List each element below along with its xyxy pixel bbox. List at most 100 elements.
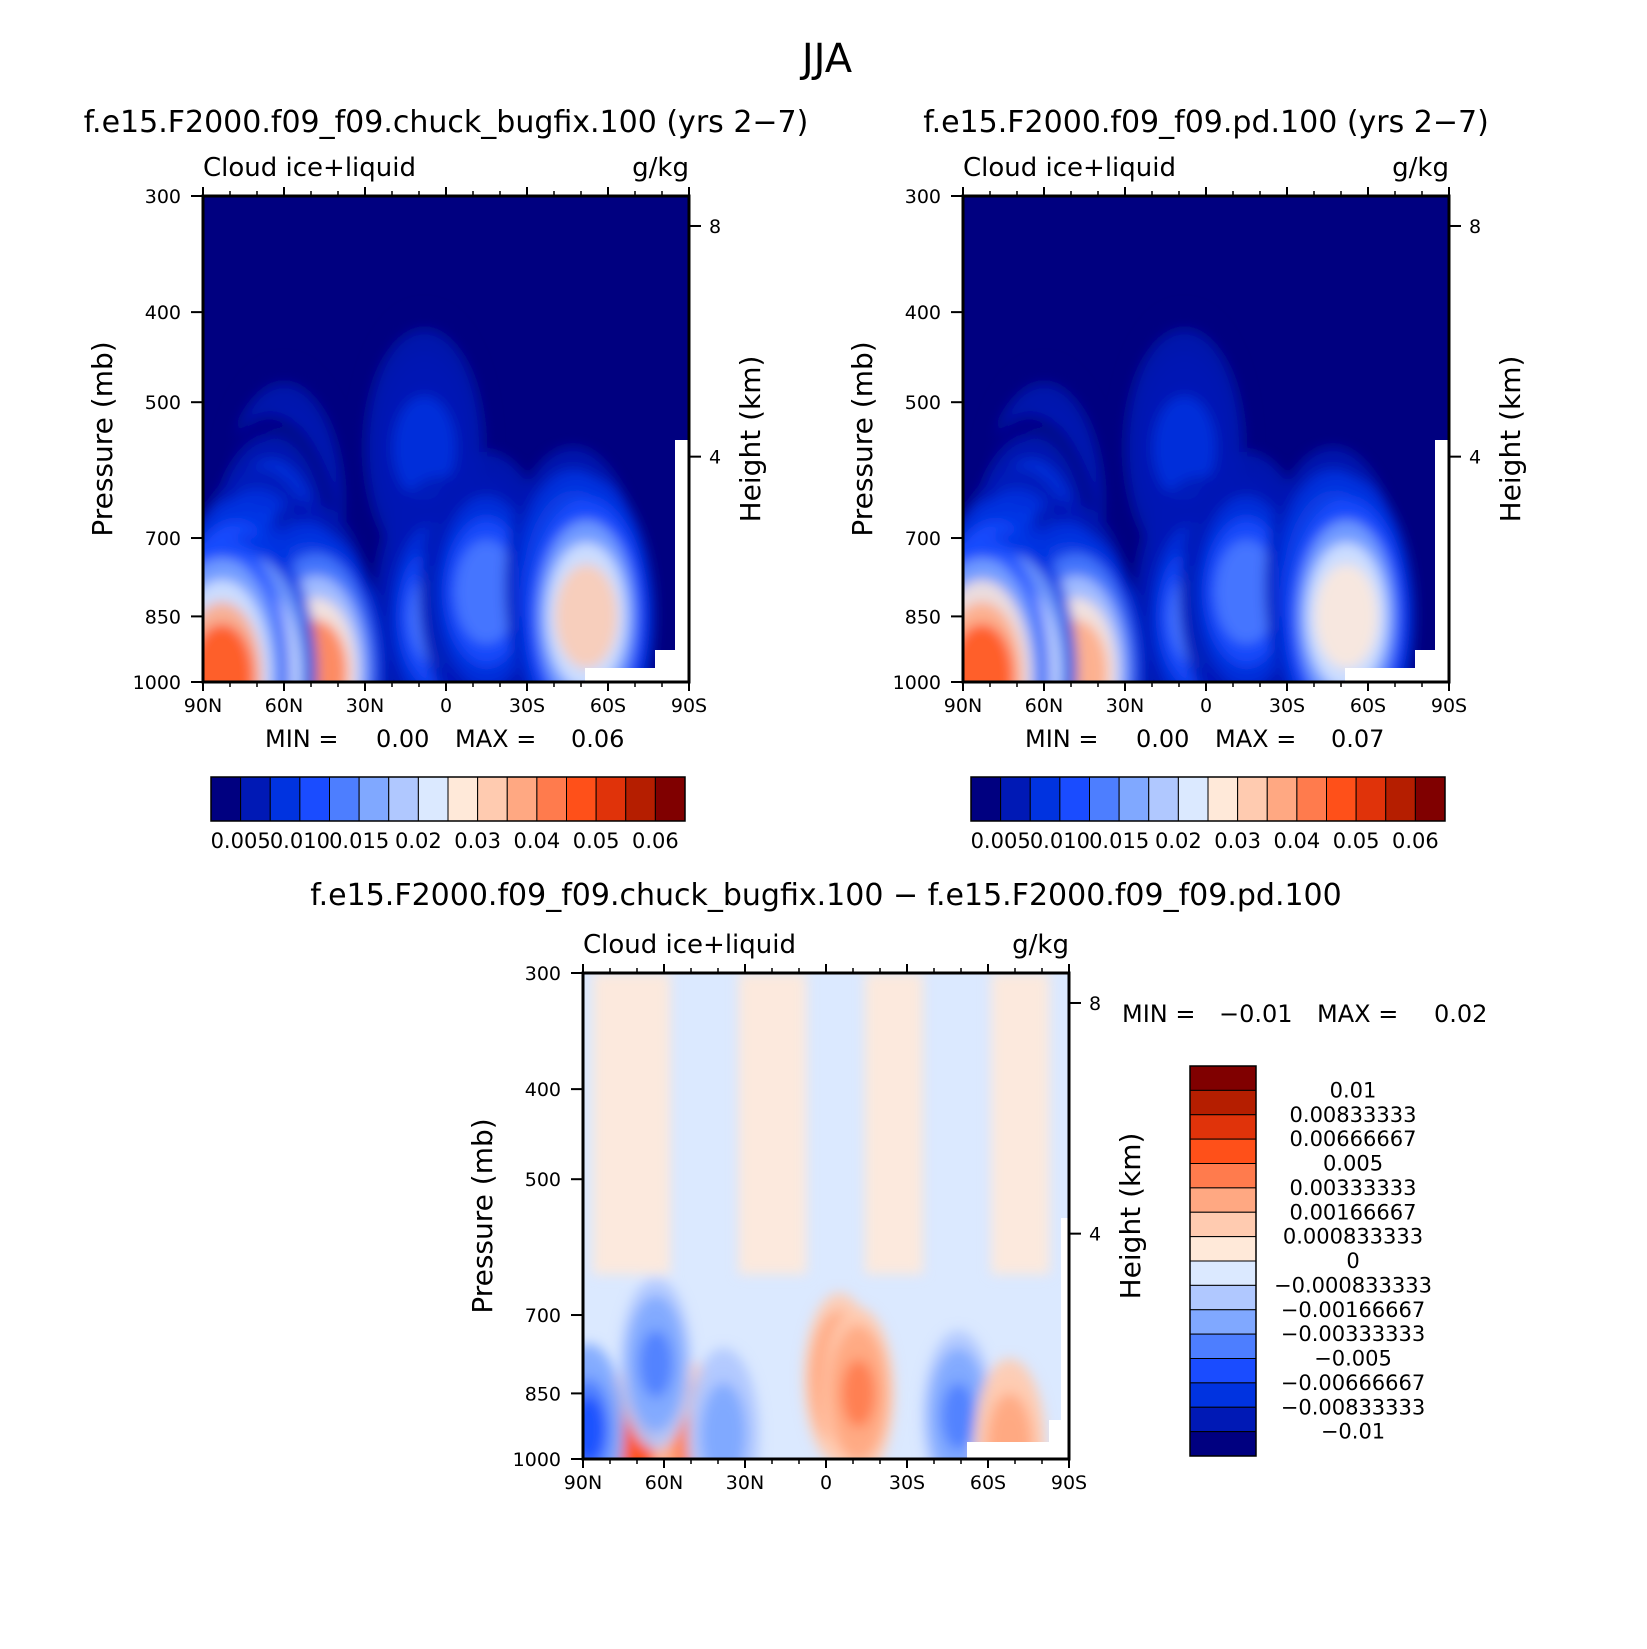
panel-c-colorbar-label: −0.00333333 <box>1281 1322 1426 1346</box>
panel-c-colorbar-swatch <box>1189 1406 1257 1433</box>
panel-c-colorbar-label: 0.00166667 <box>1290 1200 1417 1224</box>
panel-c-ytick-label: 700 <box>525 1305 561 1327</box>
panel-a-xtick-label: 30N <box>346 695 384 717</box>
panel-b-colorbar-swatch <box>970 776 1002 822</box>
panel-c-colorbar-swatch <box>1189 1284 1257 1311</box>
panel-a-colorbar-label: 0.010 <box>270 829 330 853</box>
panel-a-ytick-label: 1000 <box>133 672 181 694</box>
panel-b-ylabel-right: Height (km) <box>1494 356 1527 523</box>
panel-b-colorbar-swatch <box>1355 776 1387 822</box>
panel-c-ytick-label: 400 <box>525 1079 561 1101</box>
panel-a-xtick-label: 60N <box>265 695 303 717</box>
panel-c-contour-4-3 <box>639 1330 673 1398</box>
panel-b-colorbar-label: 0.005 <box>971 829 1031 853</box>
panel-a-colorbar-label: 0.03 <box>454 829 501 853</box>
panel-c-left-label: Cloud ice+liquid <box>583 930 796 960</box>
panel-c-colorbar-label: 0.00833333 <box>1290 1103 1417 1127</box>
panel-c-colorbar-label: 0.01 <box>1330 1078 1377 1102</box>
panel-a-colorbar-label: 0.015 <box>329 829 389 853</box>
panel-a-colorbar-label: 0.06 <box>632 829 679 853</box>
panel-a-ytick-label: 300 <box>145 186 181 208</box>
panel-a-colorbar-swatch <box>240 776 271 822</box>
panel-a-colorbar: 0.005 0.010 0.015 0.02 0.03 0.04 0.05 0.06 <box>210 776 686 853</box>
panel-c-colorbar-swatch <box>1189 1236 1257 1262</box>
panel-a-colorbar-swatch <box>269 776 301 822</box>
panel-c-contour-3-3 <box>583 1396 605 1459</box>
panel-b-contour-0-4 <box>1153 395 1216 500</box>
panel-c-ylabel: Pressure (mb) <box>466 1118 499 1313</box>
panel-c-xtick-label: 30S <box>889 1472 925 1494</box>
panel-c-colorbar-swatch <box>1189 1163 1257 1189</box>
panel-a-ytick-label: 400 <box>145 302 181 324</box>
panel-c-band-0 <box>592 973 671 1275</box>
panel-b-colorbar-label: 0.04 <box>1273 829 1320 853</box>
panel-b-ylabel: Pressure (mb) <box>846 341 879 536</box>
panel-c-colorbar-label: −0.00166667 <box>1281 1298 1426 1322</box>
panel-c-xtick-label: 30N <box>726 1472 764 1494</box>
panel-b-colorbar-label: 0.03 <box>1214 829 1261 853</box>
panel-b-ytick-label: 700 <box>905 528 941 550</box>
panel-a-colorbar-swatch <box>477 776 508 822</box>
panel-b-colorbar-swatch <box>1177 776 1209 822</box>
panel-b-min-value: 0.00 <box>1136 725 1189 753</box>
panel-b-colorbar-swatch <box>1385 776 1416 822</box>
panel-c-colorbar-label: 0 <box>1346 1249 1359 1273</box>
panel-a-colorbar-frame <box>210 776 686 822</box>
panel-b-xtick-label: 90N <box>944 695 982 717</box>
panel-b-xtick-label: 30N <box>1106 695 1144 717</box>
panel-a-contour-9-4 <box>555 564 618 669</box>
panel-c-colorbar-label: −0.005 <box>1314 1347 1392 1371</box>
panel-b-ytick-label: 850 <box>905 606 941 628</box>
panel-c-colorbar-label: 0.00666667 <box>1290 1127 1417 1151</box>
panel-a-contour-0-4 <box>393 395 456 500</box>
panel-c-colorbar-swatch <box>1189 1065 1257 1091</box>
panel-a-ytick-right-label: 8 <box>709 216 721 238</box>
panel-c-colorbar-swatch <box>1189 1138 1257 1164</box>
panel-b-xtick-label: 60S <box>1350 695 1386 717</box>
panel-a-xtick-label: 60S <box>590 695 626 717</box>
panel-c-xtick-label: 90S <box>1051 1472 1087 1494</box>
panel-c-missing-data-1 <box>1061 1218 1069 1459</box>
panel-a-max-label: MAX = <box>455 725 536 753</box>
panel-a-colorbar-label: 0.05 <box>573 829 620 853</box>
panel-a-xtick-label: 90N <box>184 695 222 717</box>
panel-c-colorbar-label: 0.005 <box>1323 1152 1383 1176</box>
panel-b-colorbar-swatch <box>1148 776 1179 822</box>
panel-c-ytick-label: 300 <box>525 963 561 985</box>
panel-a-colorbar-swatch <box>299 776 330 822</box>
panel-c-colorbar-swatch <box>1189 1260 1257 1286</box>
panel-b-contour-9-4 <box>1315 564 1378 669</box>
panel-a-contour-12-4 <box>203 623 254 682</box>
panel-b-colorbar-label: 0.06 <box>1392 829 1439 853</box>
panel-a-colorbar-label: 0.04 <box>513 829 560 853</box>
panel-c-min-value: −0.01 <box>1219 1000 1293 1028</box>
panel-c-colorbar-swatch <box>1189 1358 1257 1384</box>
panel-b-colorbar-swatch <box>1237 776 1268 822</box>
panel-b-axes: 90N 60N 30N 0 30S 60S 90S 300 400 500 700 850 1000 8 4 <box>893 186 1481 717</box>
panel-b-contour-4-4 <box>1215 539 1278 644</box>
panel-b-colorbar-label: 0.010 <box>1030 829 1090 853</box>
panel-a-colorbar-swatch <box>506 776 538 822</box>
panel-c-xtick-label: 0 <box>820 1472 832 1494</box>
panel-b-ytick-label: 400 <box>905 302 941 324</box>
panel-b-colorbar-swatch <box>1118 776 1150 822</box>
panel-c-colorbar-label: −0.00666667 <box>1281 1371 1426 1395</box>
panel-c-colorbar-swatch <box>1189 1187 1257 1213</box>
panel-a-colorbar-label: 0.005 <box>211 829 271 853</box>
panel-c-ytick-label: 500 <box>525 1169 561 1191</box>
panel-a-missing-data-3 <box>585 668 689 682</box>
panel-c-min-label: MIN = <box>1122 1000 1195 1028</box>
panel-c-max-value: 0.02 <box>1434 1000 1487 1028</box>
panel-a-max-value: 0.06 <box>571 725 624 753</box>
panel-a-ylabel: Pressure (mb) <box>86 341 119 536</box>
panel-b-max-value: 0.07 <box>1331 725 1384 753</box>
panel-c-ylabel-right: Height (km) <box>1114 1133 1147 1300</box>
panel-a-ylabel-right: Height (km) <box>734 356 767 523</box>
panel-c-ytick-label: 1000 <box>513 1449 561 1471</box>
panel-a-colorbar-swatch <box>329 776 360 822</box>
panel-c-contour-field <box>583 973 1069 1459</box>
panel-a-colorbar-swatch <box>388 776 419 822</box>
panel-c-colorbar-swatch <box>1189 1114 1257 1140</box>
panel-c-xtick-label: 60N <box>645 1472 683 1494</box>
